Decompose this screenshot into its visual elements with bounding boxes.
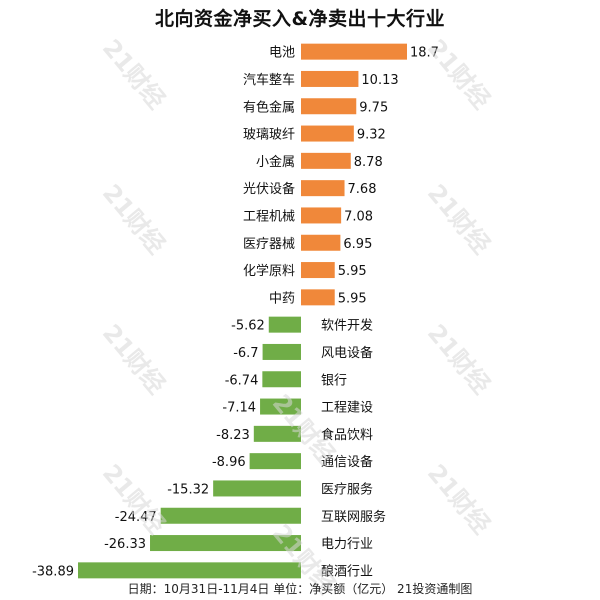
bar bbox=[301, 43, 407, 60]
category-label: 互联网服务 bbox=[321, 509, 386, 525]
category-label: 汽车整车 bbox=[243, 72, 295, 88]
bar bbox=[301, 289, 335, 306]
category-label: 玻璃玻纤 bbox=[243, 128, 295, 143]
bar bbox=[260, 398, 301, 415]
data-label: -8.23 bbox=[216, 428, 250, 443]
bar bbox=[301, 180, 345, 197]
category-label: 有色金属 bbox=[243, 99, 295, 115]
bar bbox=[160, 507, 301, 524]
bar bbox=[301, 234, 341, 251]
category-label: 软件开发 bbox=[321, 318, 373, 334]
bar bbox=[253, 425, 301, 442]
category-label: 光伏设备 bbox=[243, 181, 295, 197]
bar bbox=[262, 371, 301, 388]
bar bbox=[301, 125, 354, 142]
data-label: -8.96 bbox=[212, 455, 246, 470]
category-label: 化学原料 bbox=[243, 263, 295, 279]
bar bbox=[301, 207, 342, 224]
bar bbox=[150, 535, 301, 552]
data-label: 7.68 bbox=[348, 182, 377, 197]
bar bbox=[301, 98, 357, 115]
data-label: 10.13 bbox=[361, 73, 398, 88]
data-label: 5.95 bbox=[338, 291, 367, 306]
bar bbox=[268, 316, 301, 333]
chart-title: 北向资金净买入&净卖出十大行业 bbox=[154, 8, 446, 30]
category-label: 银行 bbox=[321, 373, 347, 388]
data-label: -26.33 bbox=[104, 537, 146, 552]
data-label: 5.95 bbox=[338, 264, 367, 279]
category-label: 中药 bbox=[269, 291, 295, 306]
data-label: 6.95 bbox=[343, 237, 372, 252]
bar bbox=[78, 562, 301, 579]
bar bbox=[301, 152, 351, 169]
data-label: 9.32 bbox=[357, 128, 386, 143]
bar bbox=[249, 453, 301, 470]
category-label: 小金属 bbox=[256, 154, 295, 170]
chart-footer: 日期：10月31日-11月4日 单位：净买额（亿元） 21投资通制图 bbox=[127, 582, 473, 596]
category-label: 医疗器械 bbox=[243, 237, 295, 252]
category-label: 食品饮料 bbox=[321, 427, 373, 443]
data-label: -6.7 bbox=[233, 346, 258, 361]
category-label: 电池 bbox=[269, 46, 295, 61]
data-label: -15.32 bbox=[167, 482, 209, 497]
data-label: -7.14 bbox=[222, 401, 256, 416]
data-label: 18.7 bbox=[410, 46, 439, 61]
bar bbox=[262, 343, 301, 360]
category-label: 电力行业 bbox=[321, 537, 373, 552]
bar bbox=[213, 480, 301, 497]
data-label: -38.89 bbox=[32, 564, 74, 579]
category-label: 医疗服务 bbox=[321, 481, 373, 497]
data-label: 8.78 bbox=[354, 155, 383, 170]
data-label: -24.47 bbox=[115, 510, 157, 525]
bar bbox=[301, 262, 335, 279]
data-label: -5.62 bbox=[231, 319, 265, 334]
category-label: 工程建设 bbox=[321, 401, 373, 416]
category-label: 酿酒行业 bbox=[321, 563, 373, 579]
data-label: 7.08 bbox=[344, 209, 373, 224]
data-label: -6.74 bbox=[225, 373, 259, 388]
bar bbox=[301, 70, 359, 87]
data-label: 9.75 bbox=[359, 100, 388, 115]
category-label: 工程机械 bbox=[243, 209, 295, 224]
category-label: 通信设备 bbox=[321, 454, 373, 470]
category-label: 风电设备 bbox=[321, 345, 373, 361]
